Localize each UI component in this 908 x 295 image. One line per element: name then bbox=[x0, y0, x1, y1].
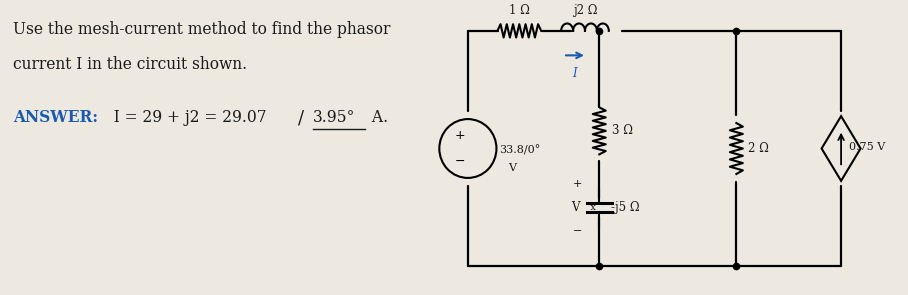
Text: +: + bbox=[455, 129, 466, 142]
Text: ANSWER:: ANSWER: bbox=[13, 109, 98, 126]
Text: j2 Ω: j2 Ω bbox=[573, 4, 597, 17]
Text: I: I bbox=[572, 67, 577, 80]
Text: 1 Ω: 1 Ω bbox=[508, 4, 529, 17]
Text: +: + bbox=[573, 179, 582, 189]
Text: Use the mesh-current method to find the phasor: Use the mesh-current method to find the … bbox=[13, 21, 390, 38]
Text: A.: A. bbox=[367, 109, 388, 126]
Text: 2 Ω: 2 Ω bbox=[748, 142, 769, 155]
Text: current I in the circuit shown.: current I in the circuit shown. bbox=[13, 56, 247, 73]
Text: 3.95°: 3.95° bbox=[312, 109, 355, 126]
Text: 33.8/0°: 33.8/0° bbox=[499, 145, 540, 156]
Text: x: x bbox=[556, 203, 596, 212]
Text: 0.75 V: 0.75 V bbox=[849, 142, 885, 152]
Text: V: V bbox=[571, 201, 579, 214]
Text: /: / bbox=[299, 109, 304, 127]
Text: 3 Ω: 3 Ω bbox=[612, 124, 633, 137]
Text: V: V bbox=[508, 163, 516, 173]
Text: −: − bbox=[455, 155, 466, 168]
Text: -j5 Ω: -j5 Ω bbox=[611, 201, 639, 214]
Text: −: − bbox=[573, 226, 582, 236]
Text: I = 29 + j2 = 29.07: I = 29 + j2 = 29.07 bbox=[104, 109, 271, 126]
